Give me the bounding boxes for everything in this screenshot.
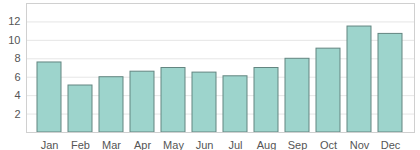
- svg-text:2: 2: [14, 108, 20, 120]
- svg-text:May: May: [163, 139, 184, 150]
- svg-text:Feb: Feb: [71, 139, 90, 150]
- svg-text:10: 10: [8, 34, 20, 46]
- svg-text:Apr: Apr: [134, 139, 151, 150]
- svg-text:Dec: Dec: [381, 139, 401, 150]
- svg-text:Jan: Jan: [41, 139, 59, 150]
- svg-text:12: 12: [8, 15, 20, 27]
- svg-text:Mar: Mar: [102, 139, 121, 150]
- svg-text:Jul: Jul: [228, 139, 242, 150]
- svg-text:4: 4: [14, 89, 20, 101]
- svg-text:Jun: Jun: [196, 139, 214, 150]
- svg-text:Sep: Sep: [288, 139, 308, 150]
- svg-text:Oct: Oct: [320, 139, 337, 150]
- svg-text:8: 8: [14, 52, 20, 64]
- svg-text:Aug: Aug: [257, 139, 277, 150]
- svg-text:Nov: Nov: [350, 139, 370, 150]
- svg-text:6: 6: [14, 71, 20, 83]
